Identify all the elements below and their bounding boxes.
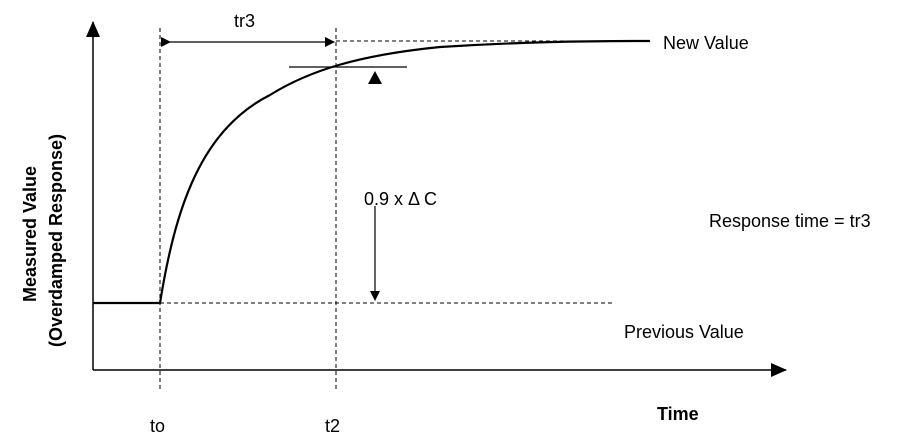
delta-c-label: 0.9 x Δ C: [364, 189, 437, 209]
y-axis-label-line2: (Overdamped Response): [46, 134, 66, 347]
response-time-label: Response time = tr3: [709, 211, 871, 231]
ninety-percent-up-arrowhead: [368, 71, 382, 84]
t2-label: t2: [325, 416, 340, 436]
y-axis-label-line1: Measured Value: [20, 166, 40, 302]
t0-label: to: [150, 416, 165, 436]
new-value-label: New Value: [663, 33, 749, 53]
previous-value-label: Previous Value: [624, 322, 744, 342]
x-axis-label: Time: [657, 404, 699, 424]
tr3-label: tr3: [234, 11, 255, 31]
response-curve: [93, 39, 651, 305]
